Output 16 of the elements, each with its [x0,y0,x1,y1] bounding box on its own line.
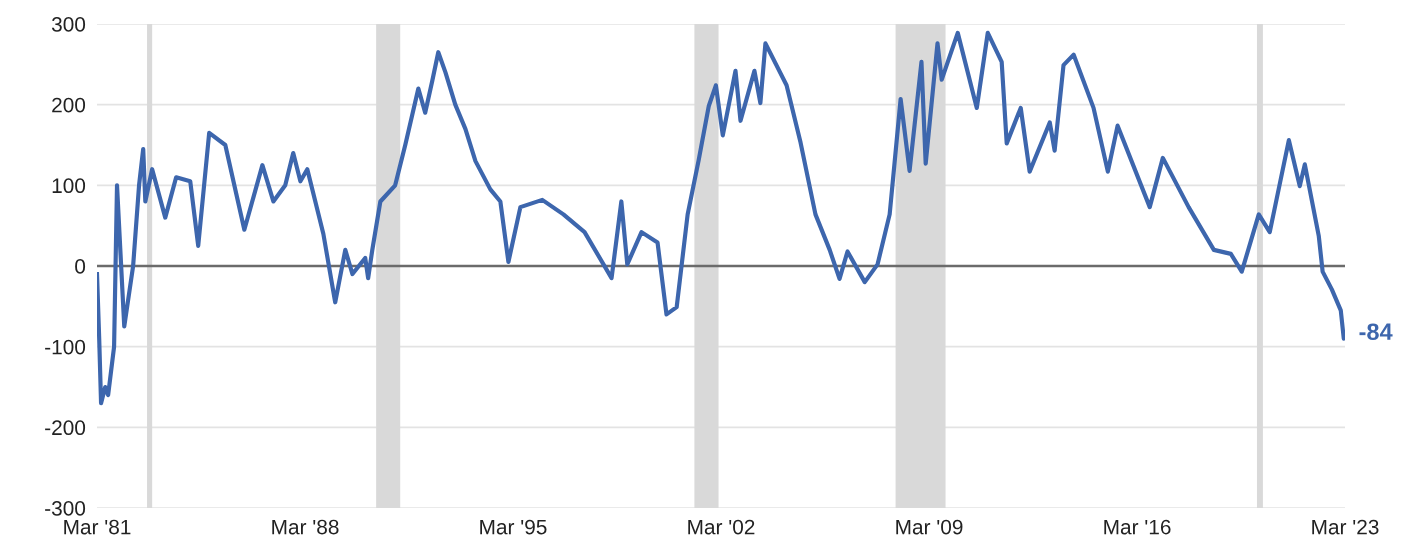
annotation: -84 [1359,323,1393,341]
x-tick-label: Mar '02 [688,519,755,535]
x-tick-label: Mar '88 [272,519,339,535]
y-tick-label: 300 [51,17,86,32]
x-tick-label: Mar '23 [1312,519,1379,535]
x-tick-label: Mar '81 [64,519,131,535]
y-tick-label: -100 [45,339,86,355]
y-tick-label: 0 [75,259,86,274]
x-tick-label: Mar '95 [480,519,547,535]
y-tick-label: -200 [45,420,86,436]
y-tick-label: -300 [45,501,86,516]
line-series [97,30,1345,406]
y-tick-label: 200 [52,97,86,113]
x-tick-label: Mar '09 [896,519,963,535]
y-tick-label: 100 [52,178,86,194]
x-tick-label: Mar '16 [1104,519,1171,535]
